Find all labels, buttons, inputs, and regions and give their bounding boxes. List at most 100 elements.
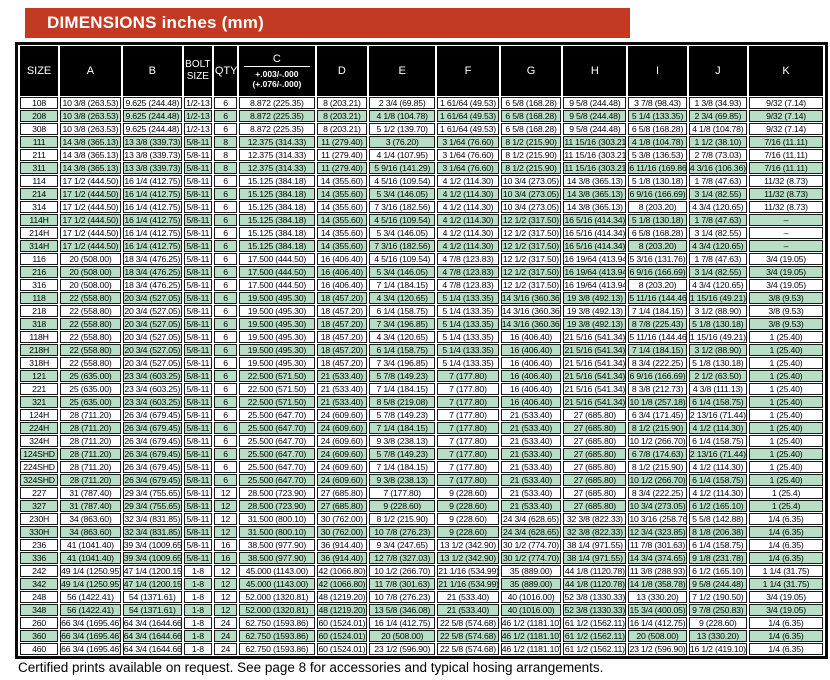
cell-bolt-size: 5/8-11 [183, 487, 212, 499]
cell-j: 4 3/4 (120.65) [688, 279, 747, 291]
cell-d: 18 (457.20) [316, 331, 368, 343]
cell-bolt-size: 5/8-11 [183, 422, 212, 434]
cell-k: 3/4 (19.05) [748, 266, 823, 278]
cell-j: 2 1/2 (63.50) [688, 370, 747, 382]
cell-size: 121 [20, 370, 59, 382]
cell-e: 12 7/8 (327.03) [369, 552, 436, 564]
cell-i: 11 3/8 (288.93) [628, 565, 687, 577]
cell-j: 2 3/4 (69.85) [688, 110, 747, 122]
cell-k: 11/32 (8.73) [748, 188, 823, 200]
cell-g: 24 3/4 (628.65) [500, 513, 562, 525]
cell-size: 330H [20, 526, 59, 538]
cell-h: 44 1/8 (1120.78) [563, 565, 627, 577]
cell-size: 214 [20, 188, 59, 200]
table-row-214: 214 17 1/2 (444.50) 16 1/4 (412.75) 5/8-11 6… [20, 188, 823, 200]
cell-bolt-size: 1-8 [183, 630, 212, 642]
cell-d: 30 (762.00) [316, 526, 368, 538]
cell-g: 8 1/2 (215.90) [500, 149, 562, 161]
cell-qty: 12 [213, 604, 238, 616]
cell-qty: 12 [213, 578, 238, 590]
cell-qty: 24 [213, 630, 238, 642]
cell-bolt-size: 1/2-13 [183, 97, 212, 109]
cell-c: 8.872 (225.35) [239, 110, 315, 122]
cell-i: 8 1/2 (215.90) [628, 422, 687, 434]
cell-h: 27 (685.80) [563, 500, 627, 512]
cell-a: 34 (863.60) [60, 513, 121, 525]
cell-f: 4 7/8 (123.83) [437, 279, 499, 291]
cell-bolt-size: 5/8-11 [183, 357, 212, 369]
cell-i: 10 1/8 (257.18) [628, 396, 687, 408]
cell-j: 3 1/2 (88.90) [688, 305, 747, 317]
cell-a: 17 1/2 (444.50) [60, 240, 121, 252]
cell-qty: 8 [213, 149, 238, 161]
cell-j: 9 5/8 (244.48) [688, 578, 747, 590]
cell-b: 32 3/4 (831.85) [122, 513, 182, 525]
cell-c: 19.500 (495.30) [239, 305, 315, 317]
cell-b: 64 3/4 (1644.66) [122, 630, 182, 642]
cell-b: 13 3/8 (339.73) [122, 136, 182, 148]
cell-qty: 6 [213, 266, 238, 278]
cell-k: 11/32 (8.73) [748, 201, 823, 213]
table-row-218: 218 22 (558.80) 20 3/4 (527.05) 5/8-11 6 19.5… [20, 305, 823, 317]
cell-bolt-size: 5/8-11 [183, 253, 212, 265]
cell-bolt-size: 5/8-11 [183, 474, 212, 486]
cell-d: 42 (1066.80) [316, 565, 368, 577]
cell-k: 1/4 (6.35) [748, 630, 823, 642]
cell-e: 20 (508.00) [369, 630, 436, 642]
cell-d: 60 (1524.01) [316, 643, 368, 655]
cell-i: 6 9/16 (166.69) [628, 188, 687, 200]
cell-d: 8 (203.21) [316, 110, 368, 122]
cell-f: 13 1/2 (342.90) [437, 552, 499, 564]
cell-j: 6 1/2 (165.10) [688, 500, 747, 512]
cell-bolt-size: 5/8-11 [183, 409, 212, 421]
cell-d: 18 (457.20) [316, 305, 368, 317]
cell-f: 4 1/2 (114.30) [437, 227, 499, 239]
cell-j: 1 1/2 (38.10) [688, 136, 747, 148]
cell-f: 5 1/4 (133.35) [437, 305, 499, 317]
cell-a: 28 (711.20) [60, 474, 121, 486]
cell-k: 7/16 (11.11) [748, 149, 823, 161]
cell-f: 22 5/8 (574.68) [437, 617, 499, 629]
cell-c: 31.500 (800.10) [239, 526, 315, 538]
cell-d: 24 (609.60) [316, 435, 368, 447]
cell-g: 46 1/2 (1181.10) [500, 630, 562, 642]
cell-k: 1/4 (6.35) [748, 643, 823, 655]
table-row-227: 227 31 (787.40) 29 3/4 (755.65) 5/8-11 12 28.… [20, 487, 823, 499]
cell-d: 8 (203.21) [316, 123, 368, 135]
cell-i: 7 1/4 (184.15) [628, 344, 687, 356]
cell-g: 8 1/2 (215.90) [500, 162, 562, 174]
cell-qty: 6 [213, 331, 238, 343]
cell-f: 4 7/8 (123.83) [437, 266, 499, 278]
cell-f: 21 1/16 (534.99) [437, 578, 499, 590]
cell-size: 224SHD [20, 461, 59, 473]
cell-g: 46 1/2 (1181.10) [500, 617, 562, 629]
cell-h: 16 5/16 (414.34) [563, 240, 627, 252]
cell-j: 3 1/4 (82.55) [688, 227, 747, 239]
cell-g: 21 (533.40) [500, 500, 562, 512]
cell-f: 21 1/16 (534.99) [437, 565, 499, 577]
cell-g: 14 3/16 (360.36) [500, 318, 562, 330]
cell-c: 19.500 (495.30) [239, 357, 315, 369]
cell-b: 23 3/4 (603.25) [122, 396, 182, 408]
cell-h: 27 (685.80) [563, 435, 627, 447]
cell-size: 324SHD [20, 474, 59, 486]
cell-f: 22 5/8 (574.68) [437, 643, 499, 655]
cell-i: 3 7/8 (98.43) [628, 97, 687, 109]
cell-a: 41 (1041.40) [60, 539, 121, 551]
cell-b: 39 3/4 (1009.65) [122, 539, 182, 551]
cell-j: 5 1/8 (130.18) [688, 318, 747, 330]
cell-j: 2 7/8 (73.03) [688, 149, 747, 161]
cell-qty: 6 [213, 461, 238, 473]
cell-bolt-size: 5/8-11 [183, 279, 212, 291]
cell-b: 54 (1371.61) [122, 591, 182, 603]
cell-k: 1/4 (6.35) [748, 617, 823, 629]
cell-g: 10 3/4 (273.05) [500, 201, 562, 213]
cell-i: 5 11/16 (144.46) [628, 292, 687, 304]
cell-i: 15 3/4 (400.05) [628, 604, 687, 616]
cell-c: 22.500 (571.50) [239, 370, 315, 382]
cell-bolt-size: 5/8-11 [183, 162, 212, 174]
cell-size: 216 [20, 266, 59, 278]
cell-g: 46 1/2 (1181.10) [500, 643, 562, 655]
cell-i: 6 9/16 (166.69) [628, 266, 687, 278]
